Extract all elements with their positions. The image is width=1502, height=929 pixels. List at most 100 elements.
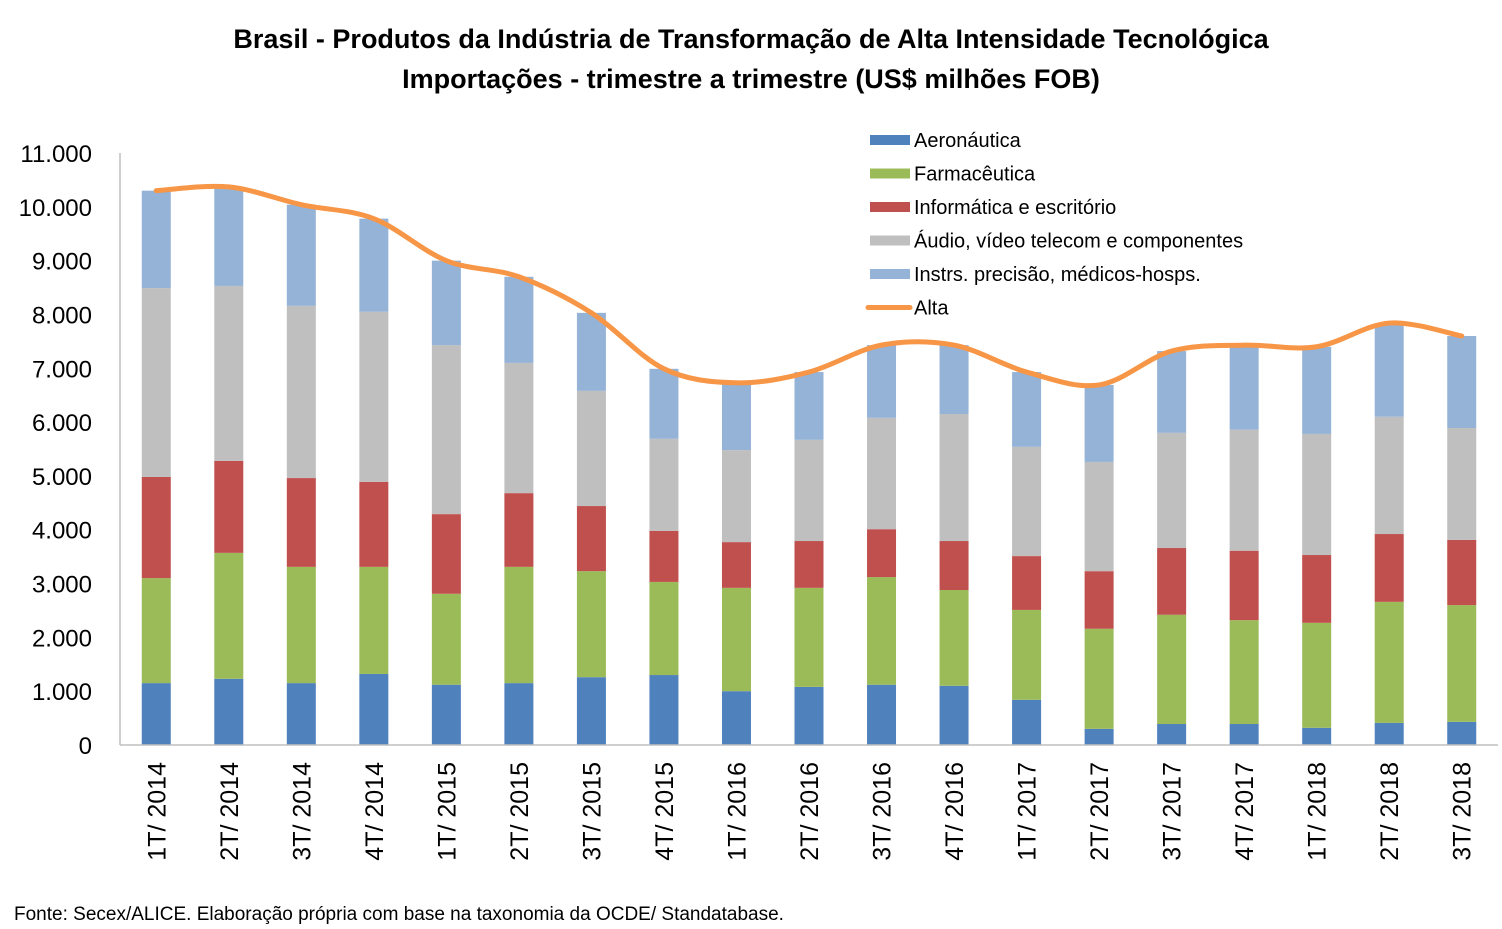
legend-item: Aeronáutica [870, 130, 1022, 152]
bar-farmaceutica [431, 593, 461, 685]
x-tick-label: 3T/ 2015 [578, 762, 606, 861]
bar-informatica-e-escritorio [794, 541, 824, 588]
bar-informatica-e-escritorio [1012, 556, 1042, 610]
bar-aeronautica [1302, 727, 1332, 745]
bar-aeronautica [1229, 724, 1259, 745]
bar-farmaceutica [214, 552, 244, 679]
y-tick-label: 2.000 [32, 625, 92, 652]
bar-farmaceutica [1084, 628, 1114, 729]
y-axis: 0 1.000 2.000 3.000 4.000 5.000 6.000 7.000 8.00… [19, 141, 121, 760]
bar-instrs-precisao-medicos-hosps [794, 372, 824, 440]
bar-stack [141, 190, 171, 745]
y-tick-label: 5.000 [32, 464, 92, 491]
bar-informatica-e-escritorio [1447, 539, 1477, 606]
y-tick-label: 4.000 [32, 518, 92, 545]
legend-label: Aeronáutica [914, 130, 1022, 152]
bar-audio-video-telecom-e-componentes [504, 362, 534, 494]
bar-instrs-precisao-medicos-hosps [214, 186, 244, 286]
y-tick-label: 11.000 [20, 141, 92, 168]
bar-aeronautica [286, 683, 316, 745]
bar-stack [504, 276, 534, 745]
bar-farmaceutica [504, 566, 534, 684]
bar-farmaceutica [721, 587, 751, 692]
bar-informatica-e-escritorio [576, 506, 606, 572]
x-tick-label: 2T/ 2017 [1086, 762, 1114, 861]
bar-instrs-precisao-medicos-hosps [141, 190, 171, 289]
bar-farmaceutica [1302, 622, 1332, 728]
legend-label: Áudio, vídeo telecom e componentes [914, 230, 1243, 253]
bar-aeronautica [649, 675, 679, 745]
legend-item: Instrs. precisão, médicos-hosps. [870, 264, 1201, 286]
bar-stack [1157, 351, 1187, 745]
x-tick-label: 4T/ 2017 [1231, 762, 1259, 861]
bar-aeronautica [141, 683, 171, 745]
bar-informatica-e-escritorio [286, 478, 316, 567]
legend-label: Farmacêutica [914, 164, 1036, 186]
bar-audio-video-telecom-e-componentes [794, 439, 824, 542]
y-tick-label: 3.000 [32, 572, 92, 599]
legend-item: Informática e escritório [870, 197, 1116, 219]
x-tick-label: 2T/ 2018 [1376, 762, 1404, 861]
bar-audio-video-telecom-e-componentes [1012, 446, 1042, 557]
bar-stack [867, 345, 897, 745]
x-tick-label: 1T/ 2016 [723, 762, 751, 861]
bar-aeronautica [214, 678, 244, 745]
bar-audio-video-telecom-e-componentes [359, 311, 389, 482]
legend-label: Instrs. precisão, médicos-hosps. [914, 264, 1201, 286]
x-tick-label: 4T/ 2016 [941, 762, 969, 861]
bar-informatica-e-escritorio [504, 493, 534, 567]
bar-stack [1447, 335, 1477, 745]
bar-farmaceutica [1012, 609, 1042, 700]
bar-aeronautica [1157, 724, 1187, 745]
bar-audio-video-telecom-e-componentes [431, 345, 461, 515]
bar-instrs-precisao-medicos-hosps [1374, 323, 1404, 417]
bar-audio-video-telecom-e-componentes [1229, 429, 1259, 551]
bar-informatica-e-escritorio [939, 541, 969, 591]
bar-audio-video-telecom-e-componentes [1374, 416, 1404, 535]
bar-aeronautica [867, 684, 897, 745]
bar-stack [1084, 384, 1114, 745]
bar-stack [576, 312, 606, 745]
legend-swatch [870, 168, 910, 179]
alta-line [153, 183, 1465, 389]
bar-stack [359, 218, 389, 745]
bar-aeronautica [1374, 722, 1404, 745]
bar-farmaceutica [576, 571, 606, 678]
legend: Aeronáutica Farmacêutica Informática e esc… [865, 130, 1243, 320]
bar-instrs-precisao-medicos-hosps [359, 218, 389, 312]
bar-audio-video-telecom-e-componentes [141, 288, 171, 477]
y-tick-label: 9.000 [32, 249, 92, 276]
legend-swatch [870, 269, 910, 279]
chart-subtitle: Importações - trimestre a trimestre (US$… [402, 64, 1100, 94]
bar-farmaceutica [359, 566, 389, 674]
bar-instrs-precisao-medicos-hosps [1084, 384, 1114, 462]
bar-audio-video-telecom-e-componentes [721, 450, 751, 543]
y-tick-label: 1.000 [32, 679, 92, 706]
x-tick-label: 1T/ 2018 [1304, 762, 1332, 861]
legend-label: Informática e escritório [914, 197, 1116, 219]
bar-stack [431, 260, 461, 745]
bar-instrs-precisao-medicos-hosps [286, 204, 316, 306]
legend-item: Farmacêutica [870, 164, 1036, 186]
x-tick-label: 4T/ 2015 [651, 762, 679, 861]
bar-informatica-e-escritorio [867, 529, 897, 578]
bar-farmaceutica [1374, 601, 1404, 723]
bar-farmaceutica [1157, 614, 1187, 725]
bar-stack [794, 372, 824, 745]
x-axis: 1T/ 2014 2T/ 2014 3T/ 2014 4T/ 2014 1T/ 2015… [120, 744, 1498, 861]
x-tick-label: 3T/ 2018 [1449, 762, 1477, 861]
y-tick-label: 6.000 [32, 410, 92, 437]
bar-audio-video-telecom-e-componentes [1084, 461, 1114, 572]
bar-informatica-e-escritorio [1374, 534, 1404, 602]
legend-swatch [870, 202, 910, 212]
bar-aeronautica [1084, 728, 1114, 745]
bar-aeronautica [504, 683, 534, 745]
bar-farmaceutica [939, 590, 969, 686]
y-tick-label: 0 [79, 733, 92, 760]
bar-stack [1229, 345, 1259, 745]
legend-label: Alta [914, 298, 949, 320]
bar-audio-video-telecom-e-componentes [1157, 432, 1187, 549]
x-tick-label: 3T/ 2017 [1159, 762, 1187, 861]
bar-farmaceutica [286, 566, 316, 684]
